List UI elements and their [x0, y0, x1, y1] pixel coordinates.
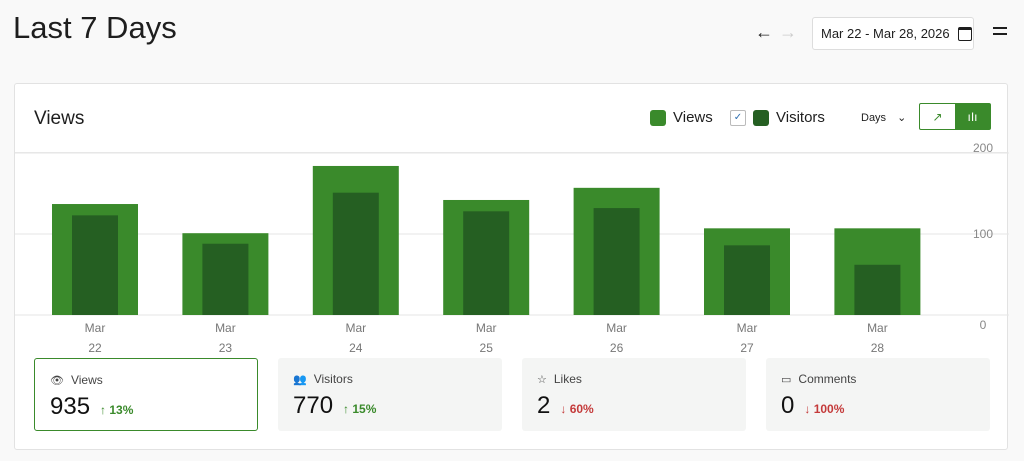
y-tick-label: 200: [973, 141, 993, 155]
bar-visitors[interactable]: [332, 192, 379, 315]
stat-label: Views: [70, 373, 103, 387]
page-title: Last 7 Days: [13, 10, 177, 45]
legend-views[interactable]: Views: [650, 109, 713, 126]
chart-title: Views: [34, 108, 85, 129]
x-tick-label: Mar: [476, 321, 497, 335]
settings-sliders-icon[interactable]: [993, 27, 1007, 39]
star-icon: ☆: [537, 373, 547, 386]
date-range-text: Mar 22 - Mar 28, 2026: [821, 26, 950, 41]
x-tick-label: Mar: [345, 321, 366, 335]
arrow-right-icon[interactable]: →: [779, 22, 797, 42]
chart-type-toggle[interactable]: ↗ ıIı: [919, 103, 991, 130]
bar-visitors[interactable]: [854, 264, 901, 315]
visitors-checkbox[interactable]: ✓: [730, 109, 746, 126]
x-tick-label: 23: [219, 341, 233, 355]
x-tick-label: Mar: [737, 321, 758, 335]
x-tick-label: 27: [740, 341, 754, 355]
legend-label: Views: [673, 109, 713, 126]
x-tick-label: Mar: [85, 321, 106, 335]
stat-card-views[interactable]: 👁 Views 935 ↑ 13%: [34, 358, 258, 431]
stat-change: ↑ 13%: [100, 403, 134, 417]
stat-card-likes[interactable]: ☆ Likes 2 ↓ 60%: [522, 358, 746, 431]
calendar-icon: [957, 26, 972, 41]
people-icon: 👥: [293, 373, 307, 386]
bar-visitors[interactable]: [202, 243, 249, 315]
bar-visitors[interactable]: [593, 208, 640, 315]
bar-chart-button[interactable]: ıIı: [955, 104, 990, 129]
bar-visitors[interactable]: [724, 245, 770, 315]
stat-change: ↓ 60%: [560, 402, 594, 416]
x-tick-label: 25: [480, 341, 494, 355]
x-tick-label: 22: [88, 341, 102, 355]
y-tick-label: 0: [980, 318, 987, 332]
period-select[interactable]: Days ⌄: [861, 111, 906, 124]
x-tick-label: 26: [610, 341, 624, 355]
x-tick-label: Mar: [215, 321, 236, 335]
eye-icon: 👁: [50, 374, 64, 387]
x-tick-label: 28: [871, 341, 885, 355]
views-swatch: [650, 109, 666, 126]
bar-visitors[interactable]: [72, 215, 118, 315]
stat-label: Likes: [553, 372, 582, 386]
stat-card-comments[interactable]: ▭ Comments 0 ↓ 100%: [766, 358, 990, 431]
chart-card: Views Views ✓ Visitors Days ⌄ ↗ ıIı 0 100 20…: [14, 83, 1009, 450]
stat-change: ↑ 15%: [343, 402, 377, 416]
bar-visitors[interactable]: [463, 211, 510, 315]
line-chart-button[interactable]: ↗: [932, 109, 943, 124]
visitors-swatch: [753, 109, 769, 126]
stat-label: Visitors: [313, 372, 353, 386]
x-tick-label: Mar: [606, 321, 627, 335]
stat-value: 935: [50, 393, 91, 420]
legend-visitors[interactable]: ✓ Visitors: [730, 109, 825, 126]
stat-card-visitors[interactable]: 👥 Visitors 770 ↑ 15%: [278, 358, 502, 431]
arrow-left-icon[interactable]: ←: [755, 22, 773, 42]
period-label: Days: [861, 112, 887, 124]
x-tick-label: 24: [349, 341, 363, 355]
y-tick-label: 100: [973, 227, 993, 241]
bar-chart: 0 100 200 Mar 22 Mar 23 Mar 24 Mar 25 Mar 26 Mar 27 Mar…: [15, 141, 1009, 355]
stat-change: ↓ 100%: [804, 402, 845, 416]
chevron-down-icon: ⌄: [897, 112, 907, 124]
legend-label: Visitors: [776, 109, 825, 126]
x-tick-label: Mar: [867, 321, 888, 335]
stat-value: 2: [537, 392, 551, 419]
comment-icon: ▭: [781, 373, 792, 386]
stat-label: Comments: [798, 372, 857, 386]
stat-value: 0: [781, 392, 795, 419]
date-range-picker[interactable]: Mar 22 - Mar 28, 2026: [812, 17, 974, 50]
stat-value: 770: [293, 392, 334, 419]
